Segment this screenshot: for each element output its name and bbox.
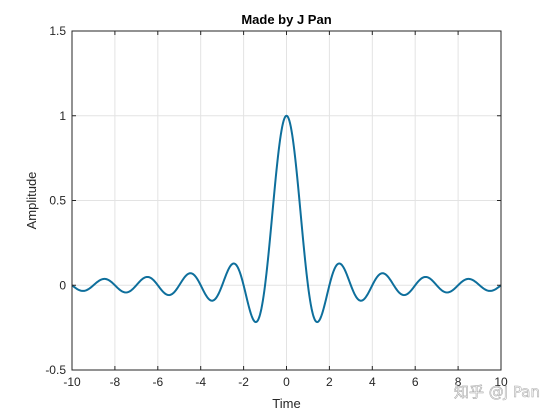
y-axis-label: Amplitude	[24, 172, 39, 230]
x-tick-label: 4	[369, 375, 376, 389]
axis-ticks: -10 -8 -6 -4 -2 0 2 4 6 8 10 -0.5 0 0.5 1 1.5	[45, 24, 508, 389]
y-tick-label: 1.5	[49, 24, 66, 38]
x-tick-label: 8	[455, 375, 462, 389]
y-tick-label: 0.5	[49, 194, 66, 208]
y-tick-label: 1	[59, 109, 66, 123]
y-tick-label: -0.5	[45, 363, 66, 377]
x-tick-label: -2	[238, 375, 249, 389]
x-axis-label: Time	[272, 396, 300, 411]
watermark-text: 知乎 @J Pan	[454, 383, 540, 401]
grid-lines	[71, 30, 502, 371]
y-tick-label: 0	[59, 278, 66, 292]
x-tick-label: 0	[283, 375, 290, 389]
x-tick-label: -6	[152, 375, 163, 389]
x-tick-label: -10	[63, 375, 81, 389]
x-tick-label: -4	[195, 375, 206, 389]
series-line-sinc	[71, 114, 502, 324]
x-tick-label: 6	[412, 375, 419, 389]
x-tick-label: 10	[494, 375, 508, 389]
chart-title: Made by J Pan	[241, 12, 331, 27]
x-tick-label: 2	[326, 375, 333, 389]
x-tick-label: -8	[110, 375, 121, 389]
